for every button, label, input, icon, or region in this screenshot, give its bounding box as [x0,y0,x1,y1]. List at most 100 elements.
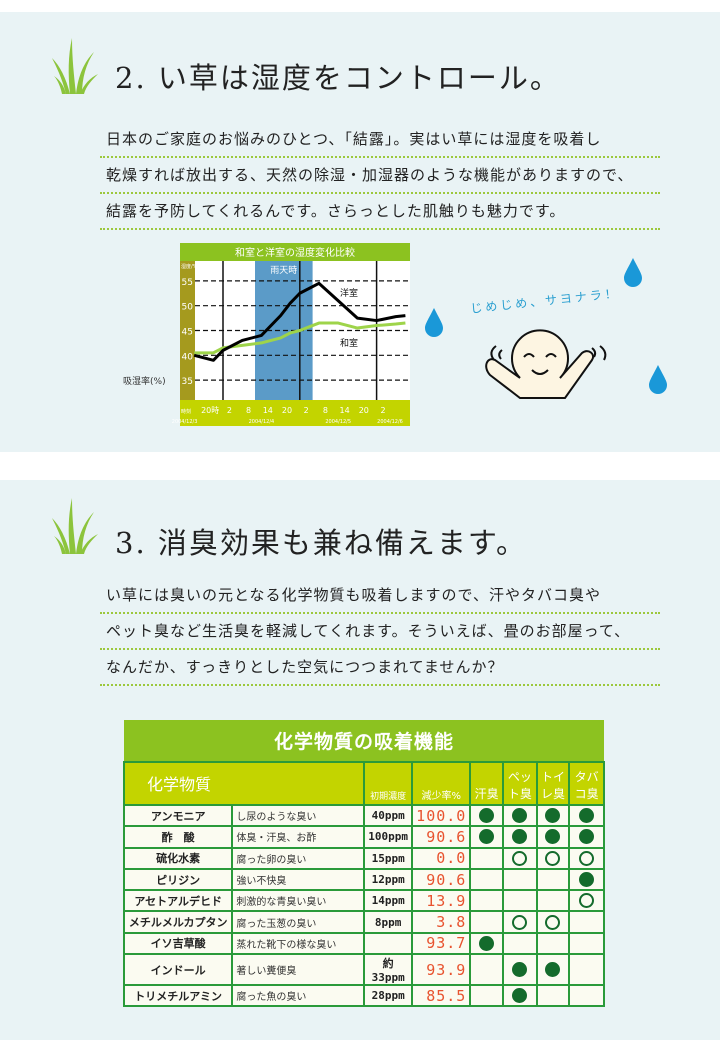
mark-cell [568,825,605,849]
series-label-western: 洋室 [340,287,358,299]
table-row: ピリジン 強い不快臭 12ppm 90.6 [122,867,605,892]
text-line: い草には臭いの元となる化学物質も吸着しますので、汗やタバコ臭や [100,578,660,614]
time-label: 時刻 [181,408,191,415]
mark-cell [469,889,504,913]
date-label: 2004/12/6 [377,419,403,425]
x-axis-band [180,400,410,426]
mark-cell [469,803,504,828]
filled-circle-icon [479,935,495,951]
open-circle-icon [545,914,561,930]
odor-description: 蒸れた靴下の様な臭い [231,931,366,956]
section-3-text: い草には臭いの元となる化学物質も吸着しますので、汗やタバコ臭や ペット臭など生活… [100,578,660,686]
header-toilet: トイレ臭 [535,761,571,806]
mark-cell [502,931,538,956]
mark-cell [535,825,571,849]
date-label: 2004/12/4 [249,419,275,425]
mark-cell [469,846,504,870]
reduction-rate: 90.6 [411,867,472,892]
series-line-洋室 [193,281,406,362]
adsorption-table: 化学物質の吸着機能 化学物質 初期濃度 減少率% 汗臭 ペット臭 トイレ臭 タバ… [122,720,605,1008]
mark-cell [502,803,538,828]
chart-title: 和室と洋室の湿度変化比較 [235,246,355,259]
filled-circle-icon [579,808,595,824]
table-row: 酢 酸体臭・汗臭、お酢 100ppm 90.6 [122,825,605,849]
substance-name: ピリジン [122,867,234,892]
mark-cell [502,825,538,849]
filled-circle-icon [579,829,595,845]
reduction-rate: 0.0 [411,846,472,870]
mark-cell [568,867,605,892]
substance-name: アセトアルデヒド [122,889,234,913]
x-tick-label: 20 [282,406,292,415]
x-tick-label: 2 [304,406,309,415]
series-line-和室 [194,321,406,355]
x-tick-label: 14 [340,406,350,415]
reduction-rate: 93.9 [411,953,472,987]
y-axis-label: 湿度/%rh [181,263,203,270]
reduction-rate: 13.9 [411,889,472,913]
date-label: 2004/12/5 [325,419,351,425]
odor-description: 腐った玉葱の臭い [231,910,366,934]
filled-circle-icon [579,872,595,888]
mark-cell [535,867,571,892]
text-line: 日本のご家庭のお悩みのひとつ、「結露」。実はい草には湿度を吸着し [100,122,660,158]
reduction-rate: 100.0 [411,803,472,828]
mark-cell [535,953,571,987]
mark-cell [502,889,538,913]
y-axis-band [180,261,195,400]
reduction-rate: 90.6 [411,825,472,849]
table-title: 化学物質の吸着機能 [124,720,604,762]
odor-description: 腐った魚の臭い [231,984,366,1008]
mark-cell [502,910,538,934]
mark-cell [568,984,605,1008]
mark-cell [535,910,571,934]
initial-concentration: 14ppm [363,889,414,913]
open-circle-icon [512,914,528,930]
header-pet: ペット臭 [502,761,538,806]
initial-concentration: 8ppm [363,910,414,934]
initial-concentration: 40ppm [363,803,414,828]
filled-circle-icon [545,808,561,824]
y-tick-label: 45 [182,328,193,338]
section-title-text: い草は湿度をコントロール。 [157,61,561,95]
filled-circle-icon [512,962,528,978]
filled-circle-icon [512,829,528,845]
mark-cell [502,953,538,987]
x-tick-label: 2 [227,406,232,415]
mark-cell [568,953,605,987]
section-3-title: 3. 消臭効果も兼ね備えます。 [115,520,527,562]
y-tick-label: 50 [182,303,194,313]
text-line: 乾燥すれば放出する、天然の除湿・加湿器のような機能がありますので、 [100,158,660,194]
initial-concentration [363,931,414,956]
initial-concentration: 12ppm [363,867,414,892]
y-tick-label: 35 [182,377,193,387]
odor-description: 腐った卵の臭い [231,846,366,870]
date-label: 2004/12/3 [172,419,198,425]
filled-circle-icon [545,962,561,978]
substance-name: インドール [122,953,234,987]
mark-cell [535,931,571,956]
reduction-rate: 3.8 [411,910,472,934]
water-drop-icon [425,258,667,394]
header-substance: 化学物質 [122,761,365,806]
mark-cell [502,984,538,1008]
table-row: メチルメルカプタン 腐った玉葱の臭い 8ppm 3.8 [122,910,605,934]
section-title-text: 消臭効果も兼ね備えます。 [157,526,527,560]
header-conc: 初期濃度 [363,761,414,806]
reduction-rate: 93.7 [411,931,472,956]
substance-name: メチルメルカプタン [122,910,234,934]
x-tick-label: 14 [263,406,273,415]
outer-label: 吸湿率(%) [123,375,166,387]
x-tick-label: 8 [246,406,251,415]
header-tobacco: タバコ臭 [568,761,605,806]
initial-concentration: 100ppm [363,825,414,849]
filled-circle-icon [479,829,495,845]
mark-cell [469,867,504,892]
text-line: ペット臭など生活臭を軽減してくれます。そういえば、畳のお部屋って、 [100,614,660,650]
section-2-text: 日本のご家庭のお悩みのひとつ、「結露」。実はい草には湿度を吸着し 乾燥すれば放出… [100,122,660,230]
table-row: イソ吉草酸 蒸れた靴下の様な臭い 93.7 [122,931,605,956]
mark-cell [568,846,605,870]
mark-cell [535,889,571,913]
section-number: 3. [115,526,147,560]
humidity-chart: 和室と洋室の湿度変化比較 湿度/%rh 吸湿率(%) 時刻 雨天時 35 40 45 5… [115,243,410,432]
